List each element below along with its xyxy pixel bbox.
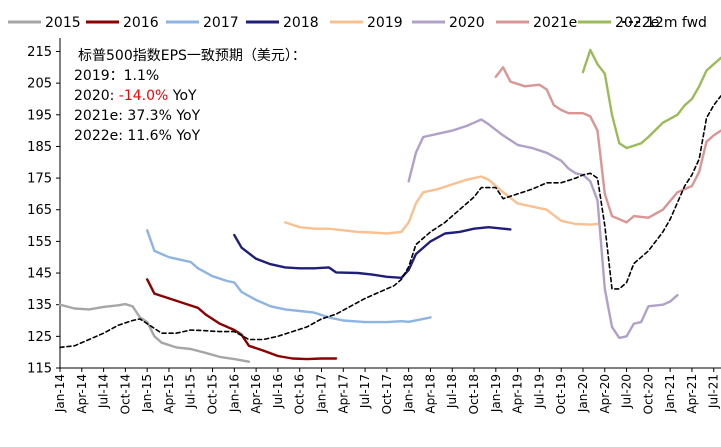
- y-tick-label: 125: [27, 330, 52, 345]
- annotation-title: 标普500指数EPS一致预期（美元）：: [78, 48, 306, 64]
- x-tick-label: Oct-17: [380, 374, 394, 414]
- y-tick-label: 215: [27, 45, 52, 60]
- legend-label: 2017: [203, 15, 239, 31]
- series-line-2016: [146, 278, 338, 361]
- series-line-2020: [407, 118, 679, 340]
- annotation-label: 2020:: [74, 88, 119, 104]
- x-tick-label: Jan-16: [227, 374, 241, 413]
- x-tick-label: Jul-17: [358, 374, 372, 409]
- x-tick-label: Oct-19: [554, 374, 568, 414]
- annotation-label: 2021e:: [74, 108, 127, 124]
- x-tick-label: Jan-19: [489, 374, 503, 413]
- x-tick-label: Apr-18: [423, 374, 437, 414]
- x-tick-label: Oct-20: [641, 374, 655, 414]
- annotation-line: 2019：1.1%: [74, 68, 159, 84]
- series-line-2018: [233, 226, 512, 279]
- series-lines: [58, 48, 721, 363]
- x-tick-label: Apr-20: [598, 374, 612, 414]
- annotation-suffix: YoY: [172, 108, 201, 124]
- annotation-value: 1.1%: [124, 68, 160, 84]
- legend-label: 2015: [45, 15, 81, 31]
- annotation-suffix: YoY: [172, 128, 201, 144]
- x-tick-label: Jan-17: [314, 374, 328, 413]
- x-tick-label: Oct-16: [293, 374, 307, 414]
- legend-label: 2022e: [615, 15, 659, 31]
- x-tick-label: Jul-20: [620, 374, 634, 409]
- x-tick-label: Oct-14: [118, 374, 132, 414]
- y-tick-label: 185: [27, 140, 52, 155]
- x-tick-label: Jan-14: [53, 374, 67, 413]
- x-tick-label: Jan-18: [402, 374, 416, 413]
- x-tick-label: Apr-19: [511, 374, 525, 414]
- y-tick-label: 165: [27, 203, 52, 218]
- series-line-2019: [284, 175, 599, 235]
- x-tick-label: Jul-18: [445, 374, 459, 409]
- x-tick-label: Jan-21: [663, 374, 677, 413]
- axes: 115 125 135 145 155 165 175 185 195 205 215 Jan-14 A…: [27, 38, 721, 414]
- annotation-value: 11.6%: [127, 128, 171, 144]
- y-tick-label: 195: [27, 108, 52, 123]
- x-tick-label: Apr-16: [249, 374, 263, 414]
- x-tick-label: Jan-20: [576, 374, 590, 413]
- annotation-value: -14.0%: [119, 88, 169, 104]
- legend-label: 2019: [367, 15, 403, 31]
- y-tick-label: 155: [27, 235, 52, 250]
- series-line-2015: [58, 302, 251, 363]
- x-tick-label: Apr-15: [162, 374, 176, 414]
- annotation-box: 标普500指数EPS一致预期（美元）： 2019：1.1% 2020: -14.0%…: [74, 48, 306, 144]
- x-tick-label: Apr-17: [336, 374, 350, 414]
- y-tick-label: 135: [27, 298, 52, 313]
- x-tick-label: Oct-15: [206, 374, 220, 414]
- x-tick-label: Apr-14: [75, 374, 89, 414]
- x-tick-label: Jan-15: [140, 374, 154, 413]
- y-tick-label: 115: [27, 362, 52, 377]
- legend-label: 2018: [283, 15, 319, 31]
- annotation-label: 2019：: [74, 68, 124, 84]
- y-tick-label: 175: [27, 172, 52, 187]
- annotation-value: 37.3%: [127, 108, 171, 124]
- annotation-label: 2022e:: [74, 128, 127, 144]
- annotation-suffix: YoY: [168, 88, 197, 104]
- y-tick-label: 205: [27, 77, 52, 92]
- x-tick-label: Apr-21: [685, 374, 699, 414]
- y-tick-label: 145: [27, 267, 52, 282]
- legend-label: 2020: [449, 15, 485, 31]
- annotation-line: 2020: -14.0% YoY: [74, 88, 197, 104]
- annotation-line: 2021e: 37.3% YoY: [74, 108, 201, 124]
- legend-label: 12m fwd: [646, 15, 707, 31]
- x-tick-label: Jul-21: [707, 374, 721, 409]
- series-line-2017: [146, 229, 432, 324]
- x-tick-label: Jul-15: [184, 374, 198, 409]
- x-tick-label: Oct-18: [467, 374, 481, 414]
- annotation-line: 2022e: 11.6% YoY: [74, 128, 201, 144]
- x-tick-label: Jul-19: [532, 374, 546, 409]
- x-tick-label: Jul-14: [97, 374, 111, 409]
- x-tick-label: Jul-16: [271, 374, 285, 409]
- legend-label: 2016: [123, 15, 159, 31]
- legend-label: 2021e: [533, 15, 577, 31]
- series-line-2021e: [494, 66, 721, 224]
- series-line-2022e: [581, 48, 721, 150]
- series-line-12m-fwd: [59, 95, 721, 349]
